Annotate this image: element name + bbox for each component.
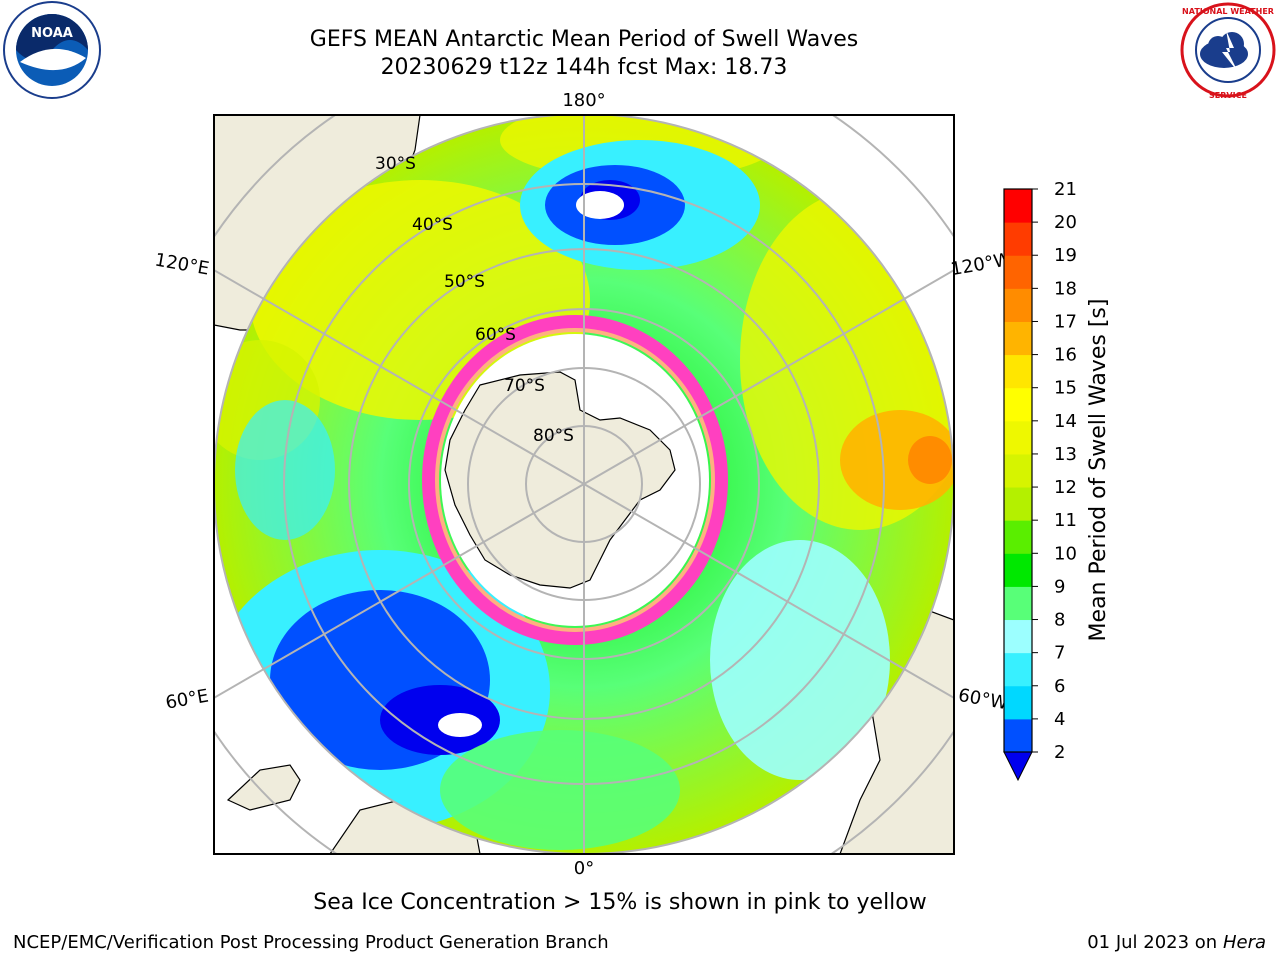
colorbar-tick-label: 9 <box>1054 576 1065 597</box>
footer-date-text: 01 Jul 2023 on <box>1087 932 1223 953</box>
colorbar-segment <box>1004 487 1032 521</box>
colorbar-segment <box>1004 387 1032 422</box>
colorbar-segment <box>1004 420 1032 455</box>
footer-date: 01 Jul 2023 on Hera <box>1087 932 1266 953</box>
lat-label-60: 60°S <box>475 325 516 345</box>
noaa-logo: NOAA <box>3 1 101 99</box>
lat-label-30: 30°S <box>375 154 416 174</box>
noaa-logo-text: NOAA <box>31 26 73 41</box>
colorbar-label: Mean Period of Swell Waves [s] <box>1086 299 1111 642</box>
lat-label-70: 70°S <box>504 376 545 396</box>
colorbar-segment <box>1004 354 1032 389</box>
footer-credit: NCEP/EMC/Verification Post Processing Pr… <box>13 932 609 953</box>
lat-label-80: 80°S <box>533 426 574 446</box>
graticule <box>214 115 954 854</box>
chart-title: GEFS MEAN Antarctic Mean Period of Swell… <box>309 27 859 52</box>
colorbar-segment <box>1004 288 1032 322</box>
caption-text: Sea Ice Concentration > 15% is shown in … <box>313 890 927 915</box>
map-panel <box>214 115 954 854</box>
colorbar-tick-label: 15 <box>1054 378 1077 399</box>
colorbar-tick-label: 21 <box>1054 179 1077 200</box>
lon-label-top: 180° <box>562 90 605 111</box>
chart-subtitle: 20230629 t12z 144h fcst Max: 18.73 <box>380 55 788 80</box>
colorbar-tick-label: 18 <box>1054 278 1077 299</box>
colorbar-segment <box>1004 586 1032 621</box>
map-frame <box>213 114 955 855</box>
colorbar-tick-label: 14 <box>1054 411 1077 432</box>
colorbar-segment <box>1004 189 1032 223</box>
lon-label-upper-left: 120°E <box>153 249 211 279</box>
colorbar-tick-label: 4 <box>1054 709 1065 730</box>
colorbar-segment <box>1004 321 1032 356</box>
footer-machine: Hera <box>1222 932 1266 953</box>
colorbar-tick-label: 2 <box>1054 742 1065 763</box>
lat-label-50: 50°S <box>444 272 485 292</box>
sea-ice-edge <box>422 315 728 645</box>
colorbar-segment <box>1004 222 1032 256</box>
colorbar <box>1003 188 1033 782</box>
caption: Sea Ice Concentration > 15% is shown in … <box>0 890 1280 915</box>
colorbar-segment <box>1004 453 1032 488</box>
svg-text:NATIONAL WEATHER: NATIONAL WEATHER <box>1182 7 1274 16</box>
latitude-labels: 30°S 40°S 50°S 60°S 70°S 80°S <box>375 154 574 446</box>
colorbar-extend-arrow <box>1003 751 1033 782</box>
colorbar-tick-label: 17 <box>1054 311 1077 332</box>
colorbar-segment <box>1004 652 1032 687</box>
colorbar-tick-label: 11 <box>1054 510 1077 531</box>
colorbar-tick-label: 8 <box>1054 610 1065 631</box>
nws-logo: NATIONAL WEATHER SERVICE <box>1180 2 1276 100</box>
colorbar-segment <box>1004 255 1032 289</box>
colorbar-segment <box>1004 553 1032 587</box>
colorbar-segment <box>1004 520 1032 554</box>
lon-label-lower-left: 60°E <box>164 685 210 713</box>
colorbar-tick-label: 12 <box>1054 477 1077 498</box>
colorbar-tick-label: 20 <box>1054 212 1077 233</box>
lon-label-bottom: 0° <box>574 858 594 879</box>
lat-label-40: 40°S <box>412 215 453 235</box>
colorbar-tick-label: 7 <box>1054 643 1065 664</box>
lon-label-lower-right: 60°W <box>957 685 1010 714</box>
colorbar-tick-label: 13 <box>1054 444 1077 465</box>
colorbar-tick-label: 10 <box>1054 543 1077 564</box>
colorbar-segment <box>1004 718 1032 753</box>
svg-text:SERVICE: SERVICE <box>1209 91 1247 100</box>
colorbar-tick-labels: 2 4 6 7 8 9 10 11 12 13 14 15 16 17 18 19 20 21 <box>1032 179 1077 763</box>
colorbar-tick-label: 16 <box>1054 345 1077 366</box>
colorbar-segment <box>1004 685 1032 720</box>
colorbar-tick-label: 6 <box>1054 676 1065 697</box>
colorbar-segment <box>1004 619 1032 654</box>
colorbar-frame <box>1003 188 1033 753</box>
colorbar-tick-label: 19 <box>1054 245 1077 266</box>
